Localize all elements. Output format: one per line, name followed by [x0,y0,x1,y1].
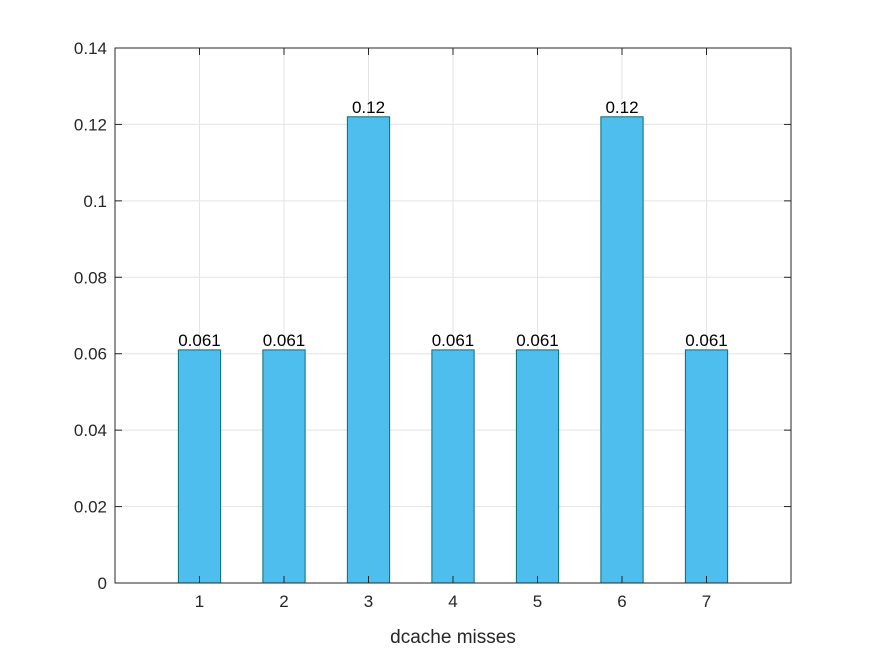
y-tick-label: 0.04 [74,421,107,440]
data-labels: 0.061 0.061 0.12 0.061 0.061 0.12 0.061 [178,98,728,350]
y-tick-label: 0.06 [74,345,107,364]
y-tick-label: 0.08 [74,268,107,287]
y-tick-label: 0.02 [74,498,107,517]
bar [600,116,644,584]
x-tick-label: 5 [533,592,542,611]
bar-data-label: 0.061 [432,331,475,350]
bar [346,116,391,584]
bar [431,349,475,584]
x-tick-label: 6 [617,592,626,611]
x-tick-label: 2 [279,592,288,611]
bars [177,116,729,584]
bar [262,349,306,584]
bar-data-label: 0.061 [263,331,306,350]
bar [177,349,222,584]
x-tick-label: 3 [364,592,373,611]
x-tick-label: 1 [195,592,204,611]
y-tick-label: 0.12 [74,115,107,134]
bar-data-label: 0.12 [352,98,385,117]
y-tick-label: 0.1 [83,192,107,211]
bar [684,349,729,584]
bar-data-label: 0.061 [516,331,559,350]
y-tick-label: 0.14 [74,39,107,58]
bar-data-label: 0.061 [685,331,728,350]
x-tick-label: 7 [702,592,711,611]
y-tick-label: 0 [98,574,107,593]
x-tick-label: 4 [448,592,457,611]
bar-data-label: 0.12 [605,98,638,117]
bar-data-label: 0.061 [178,331,221,350]
x-axis-label: dcache misses [390,627,516,648]
bar [515,349,560,584]
axis-ticks: 0 0.02 0.04 0.06 0.08 0.1 0.12 0.14 1 2 3 4 5 6 7 [74,39,791,611]
